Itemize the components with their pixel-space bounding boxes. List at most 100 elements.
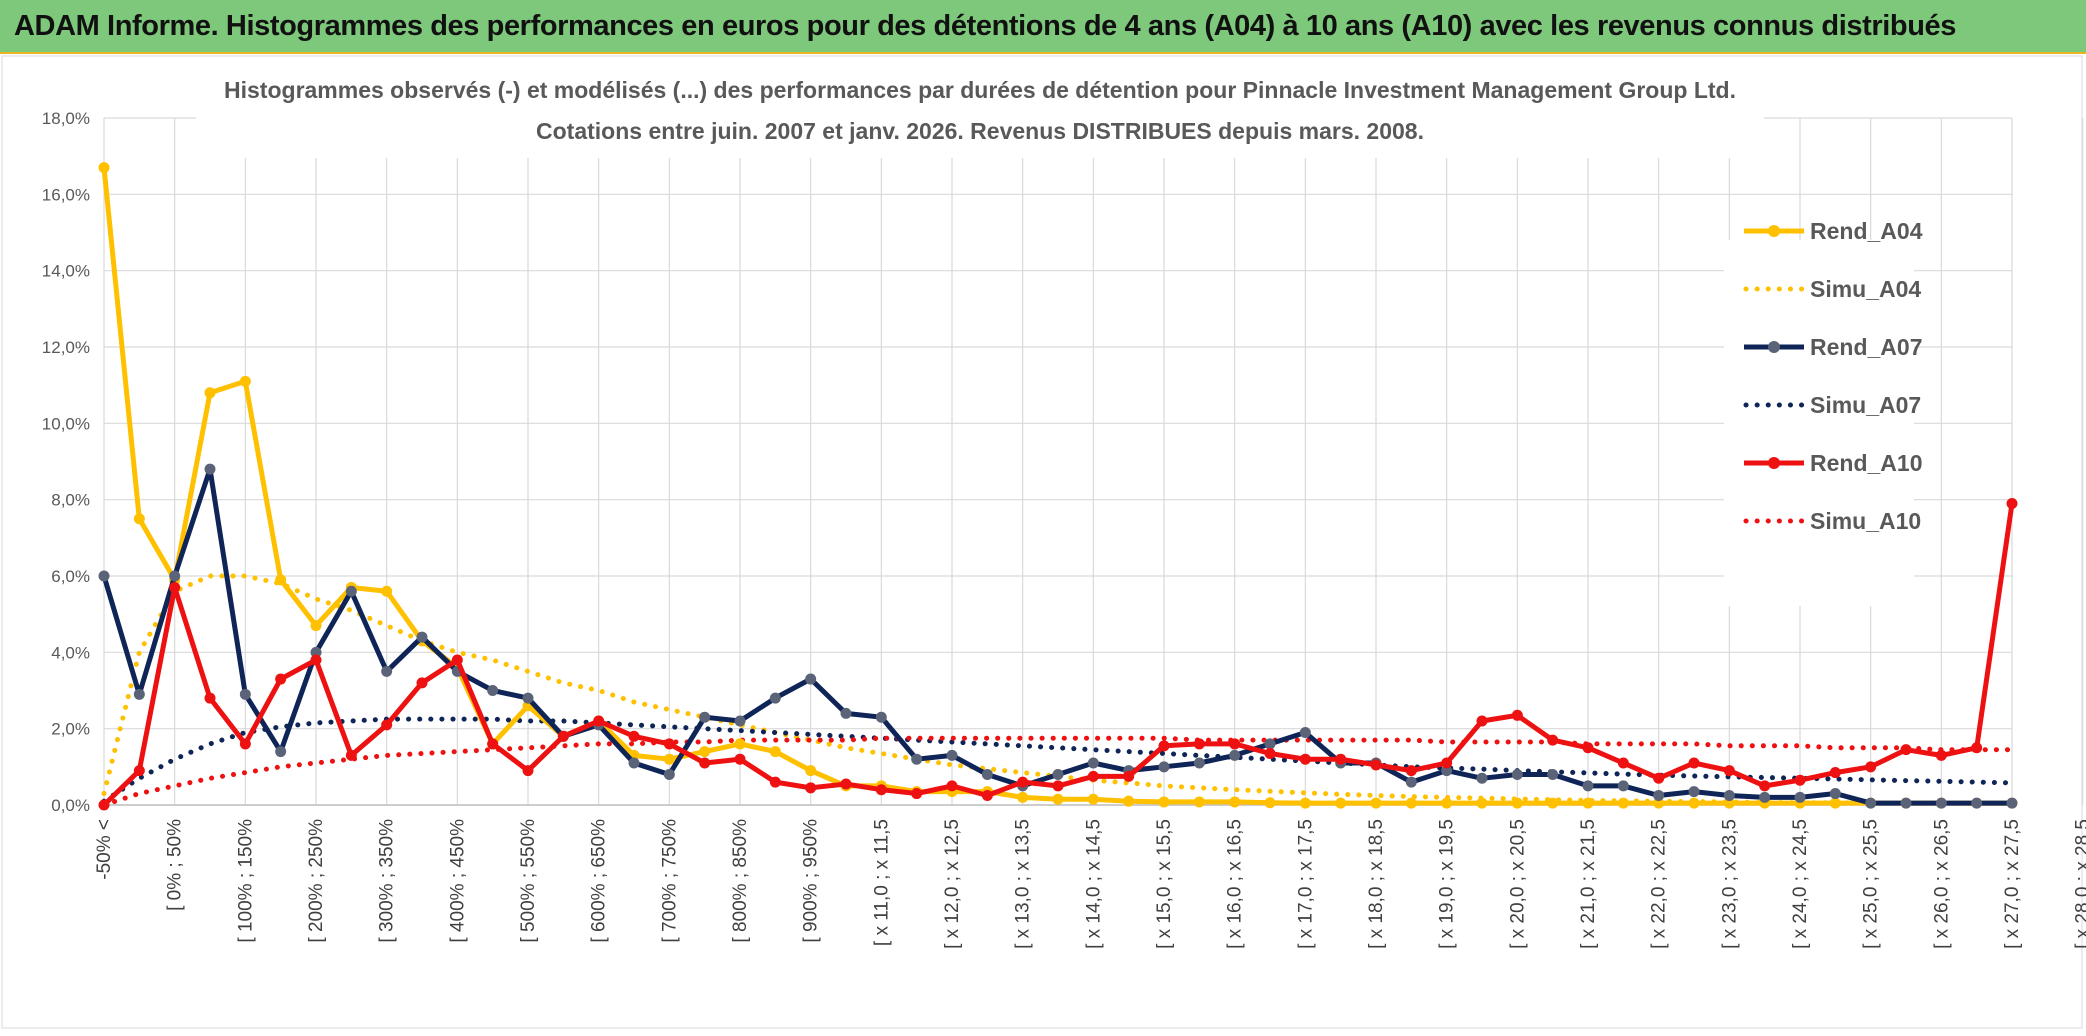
data-point [840,778,852,790]
data-point [1441,797,1453,809]
data-point [1759,780,1771,792]
data-point [1617,780,1629,792]
data-point [1087,757,1099,769]
data-point [1794,791,1806,803]
legend-label: Rend_A07 [1810,334,1922,360]
data-point [239,375,251,387]
data-point [734,738,746,750]
data-point [1865,761,1877,773]
data-point [946,780,958,792]
series-line [101,716,2015,804]
data-point [1193,757,1205,769]
data-point [1405,797,1417,809]
legend-marker [1768,225,1780,237]
data-point [1723,797,1735,809]
data-point [381,719,393,731]
y-tick-label: 4,0% [51,643,90,662]
y-tick-label: 14,0% [42,262,90,281]
legend-item-simu-a04: Simu_A04 [1743,276,1921,302]
y-tick-label: 6,0% [51,567,90,586]
x-tick-label: [ 700% ; 750% [659,819,680,943]
data-point [1582,780,1594,792]
data-point [1547,734,1559,746]
data-point [310,620,322,632]
data-point [628,757,640,769]
data-point [1335,797,1347,809]
x-tick-label: [ 300% ; 350% [377,819,398,943]
data-point [1759,791,1771,803]
data-point [169,581,181,593]
data-point [1017,776,1029,788]
data-point [416,677,428,689]
y-tick-label: 12,0% [42,338,90,357]
data-point [1193,738,1205,750]
data-point [1935,797,1947,809]
data-point [1794,774,1806,786]
data-point [1370,759,1382,771]
data-point [133,513,145,525]
data-point [1582,797,1594,809]
data-point [1370,797,1382,809]
data-point [734,715,746,727]
data-point [1653,772,1665,784]
data-point [805,765,817,777]
x-tick-label: [ x 17,0 ; x 17,5 [1295,819,1316,949]
data-point [1017,791,1029,803]
legend-backdrop [1724,240,1914,606]
data-point [416,631,428,643]
data-point [1123,795,1135,807]
y-axis: 0,0% 2,0% 4,0% 6,0% 8,0% 10,0% 12,0% 14,0% 16,0%… [42,109,90,815]
data-point [1971,797,1983,809]
data-point [1688,797,1700,809]
series-simu-a10 [101,735,2015,808]
data-point [981,768,993,780]
data-point [1229,738,1241,750]
data-point [522,692,534,704]
legend-item-rend-a04: Rend_A04 [1744,218,1923,244]
data-point [1688,757,1700,769]
data-point [1052,793,1064,805]
data-point [1723,765,1735,777]
legend-item-rend-a10: Rend_A10 [1744,450,1922,476]
data-point [1617,757,1629,769]
data-point [275,574,287,586]
data-point [239,688,251,700]
legend-marker [1768,341,1780,353]
data-point [487,738,499,750]
x-tick-label: [ 500% ; 550% [518,819,539,943]
data-point [805,673,817,685]
data-point [1935,749,1947,761]
data-point [204,463,216,475]
data-point [1829,797,1841,809]
data-point [1688,786,1700,798]
chart-title: Histogrammes observés (-) et modélisés (… [224,77,1736,103]
data-point [769,746,781,758]
data-point [1299,797,1311,809]
data-point [769,692,781,704]
data-point [1229,749,1241,761]
data-point [1335,753,1347,765]
data-point [1476,797,1488,809]
x-tick-label: [ x 23,0 ; x 23,5 [1719,819,1740,949]
data-point [2006,497,2018,509]
data-point [204,387,216,399]
data-point [1547,768,1559,780]
x-tick-label: [ x 28,0 ; x 28,5 [2073,819,2086,949]
legend-item-simu-a07: Simu_A07 [1743,392,1921,418]
data-point [2006,797,2018,809]
data-point [1299,753,1311,765]
data-point [1405,776,1417,788]
x-tick-label: [ 400% ; 450% [447,819,468,943]
data-point [557,730,569,742]
data-point [204,692,216,704]
data-point [1900,744,1912,756]
data-point [911,753,923,765]
data-point [1087,793,1099,805]
x-tick-label: [ 900% ; 950% [801,819,822,943]
x-tick-label: [ x 11,0 ; x 11,5 [871,819,892,946]
legend: Rend_A04 Simu_A04 Rend_A07 Simu_A07 Rend_A10… [1724,218,1923,606]
legend-label: Simu_A10 [1810,508,1921,534]
chart-subtitle: Cotations entre juin. 2007 et janv. 2026… [536,118,1424,144]
data-point [734,753,746,765]
data-point [133,765,145,777]
